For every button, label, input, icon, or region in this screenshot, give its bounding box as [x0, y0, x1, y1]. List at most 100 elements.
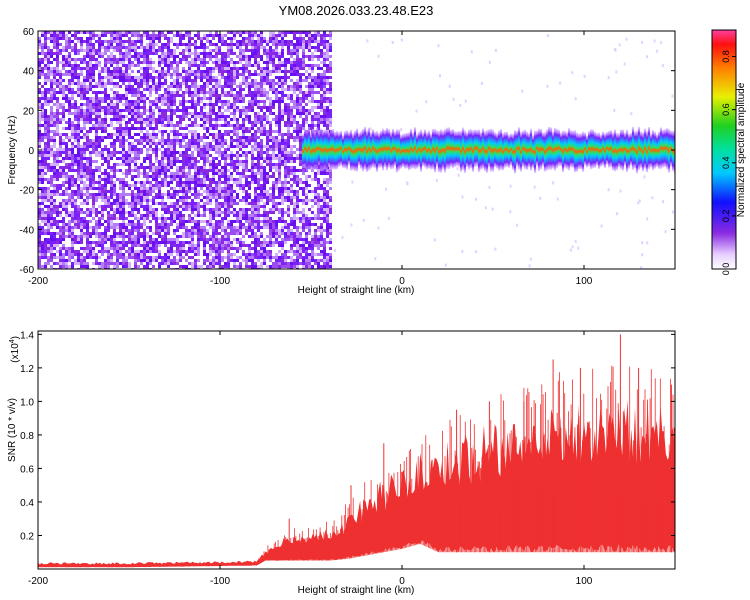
noise-cell	[191, 106, 194, 109]
noise-cell	[263, 82, 266, 85]
noise-cell	[245, 31, 248, 34]
noise-cell	[92, 232, 95, 235]
noise-cell	[212, 88, 215, 91]
noise-cell	[245, 94, 248, 97]
noise-cell	[281, 202, 284, 205]
noise-cell	[170, 100, 173, 103]
noise-cell	[272, 235, 275, 238]
noise-cell	[74, 109, 77, 112]
noise-cell	[137, 97, 140, 100]
noise-cell	[227, 43, 230, 46]
noise-cell	[137, 91, 140, 94]
noise-cell	[68, 223, 71, 226]
noise-cell	[59, 160, 62, 163]
noise-cell	[191, 91, 194, 94]
noise-cell	[215, 202, 218, 205]
noise-cell	[266, 61, 269, 64]
noise-cell	[161, 220, 164, 223]
noise-cell	[50, 154, 53, 157]
noise-cell	[188, 70, 191, 73]
noise-cell	[191, 73, 194, 76]
noise-cell	[101, 262, 104, 265]
noise-cell	[119, 184, 122, 187]
noise-cell	[101, 46, 104, 49]
noise-cell	[158, 235, 161, 238]
noise-cell	[155, 244, 158, 247]
noise-cell	[65, 193, 68, 196]
noise-cell	[122, 157, 125, 160]
noise-cell	[128, 160, 131, 163]
noise-cell	[137, 166, 140, 169]
noise-cell	[287, 160, 290, 163]
noise-cell	[107, 40, 110, 43]
noise-cell	[149, 106, 152, 109]
noise-cell	[242, 223, 245, 226]
noise-cell	[53, 31, 56, 34]
noise-cell	[215, 43, 218, 46]
noise-cell	[131, 61, 134, 64]
noise-cell	[146, 58, 149, 61]
noise-cell	[239, 184, 242, 187]
noise-cell	[68, 199, 71, 202]
noise-cell	[269, 220, 272, 223]
noise-cell	[74, 37, 77, 40]
noise-cell	[41, 49, 44, 52]
noise-cell	[215, 193, 218, 196]
noise-cell	[227, 178, 230, 181]
noise-cell	[131, 127, 134, 130]
noise-cell	[80, 145, 83, 148]
noise-cell	[128, 151, 131, 154]
noise-cell	[143, 121, 146, 124]
noise-cell	[284, 61, 287, 64]
noise-cell	[71, 241, 74, 244]
noise-cell	[128, 232, 131, 235]
noise-cell	[62, 79, 65, 82]
noise-cell	[239, 229, 242, 232]
noise-cell	[275, 40, 278, 43]
noise-cell	[44, 124, 47, 127]
noise-cell	[287, 112, 290, 115]
noise-cell	[98, 136, 101, 139]
noise-cell	[197, 55, 200, 58]
noise-cell	[86, 88, 89, 91]
noise-cell	[116, 118, 119, 121]
noise-cell	[146, 217, 149, 220]
noise-cell	[47, 193, 50, 196]
noise-cell	[224, 133, 227, 136]
noise-cell	[86, 223, 89, 226]
noise-cell	[86, 214, 89, 217]
noise-cell	[143, 196, 146, 199]
noise-cell	[47, 88, 50, 91]
noise-cell	[164, 55, 167, 58]
noise-cell	[245, 214, 248, 217]
noise-cell	[281, 139, 284, 142]
noise-cell	[221, 85, 224, 88]
noise-cell	[140, 91, 143, 94]
noise-cell	[149, 127, 152, 130]
noise-cell	[140, 79, 143, 82]
noise-cell	[146, 73, 149, 76]
noise-cell	[131, 112, 134, 115]
noise-cell	[116, 208, 119, 211]
noise-cell	[260, 46, 263, 49]
noise-cell	[266, 58, 269, 61]
noise-cell	[68, 256, 71, 259]
noise-cell	[170, 205, 173, 208]
noise-cell	[62, 46, 65, 49]
noise-cell	[191, 187, 194, 190]
noise-cell	[110, 205, 113, 208]
noise-cell	[284, 253, 287, 256]
noise-cell	[134, 235, 137, 238]
noise-cell	[116, 112, 119, 115]
noise-cell	[113, 169, 116, 172]
noise-cell	[176, 124, 179, 127]
noise-cell	[89, 67, 92, 70]
noise-cell	[113, 154, 116, 157]
noise-cell	[260, 190, 263, 193]
noise-cell	[218, 262, 221, 265]
noise-cell	[233, 226, 236, 229]
noise-cell	[188, 229, 191, 232]
noise-cell	[182, 190, 185, 193]
noise-cell	[131, 115, 134, 118]
noise-cell	[206, 220, 209, 223]
